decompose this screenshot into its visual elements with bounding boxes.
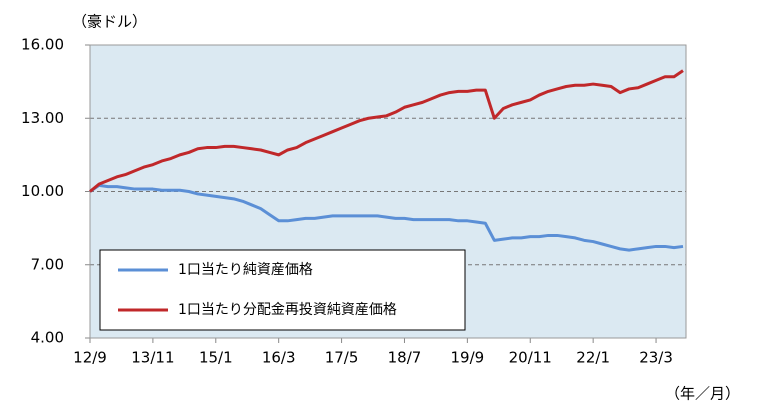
data-line	[89, 183, 684, 252]
x-tick-label: 16/3	[262, 349, 296, 367]
y-axis-label: （豪ドル）	[72, 13, 147, 31]
x-tick-label: 12/9	[73, 349, 107, 367]
legend-label: 1口当たり純資産価格	[178, 262, 313, 278]
y-tick-label: 4.00	[31, 329, 64, 347]
x-tick-label: 17/5	[325, 349, 359, 367]
x-tick-label: 19/9	[451, 349, 485, 367]
y-tick-label: 10.00	[21, 182, 64, 200]
x-tick-label: 22/1	[576, 349, 610, 367]
x-tick-label: 13/11	[131, 349, 174, 367]
legend-label: 1口当たり分配金再投資純資産価格	[178, 302, 397, 318]
y-tick-label: 13.00	[21, 109, 64, 127]
x-tick-label: 23/3	[639, 349, 673, 367]
legend: 1口当たり純資産価格 1口当たり分配金再投資純資産価格	[99, 249, 466, 331]
y-tick-label: 7.00	[31, 255, 64, 273]
x-axis-label: （年／月）	[665, 385, 740, 403]
y-tick-label: 16.00	[21, 36, 64, 54]
legend-box	[99, 249, 466, 331]
data-line	[89, 69, 684, 193]
x-tick-label: 18/7	[388, 349, 422, 367]
x-tick-label: 15/1	[199, 349, 233, 367]
x-tick-label: 20/11	[509, 349, 552, 367]
